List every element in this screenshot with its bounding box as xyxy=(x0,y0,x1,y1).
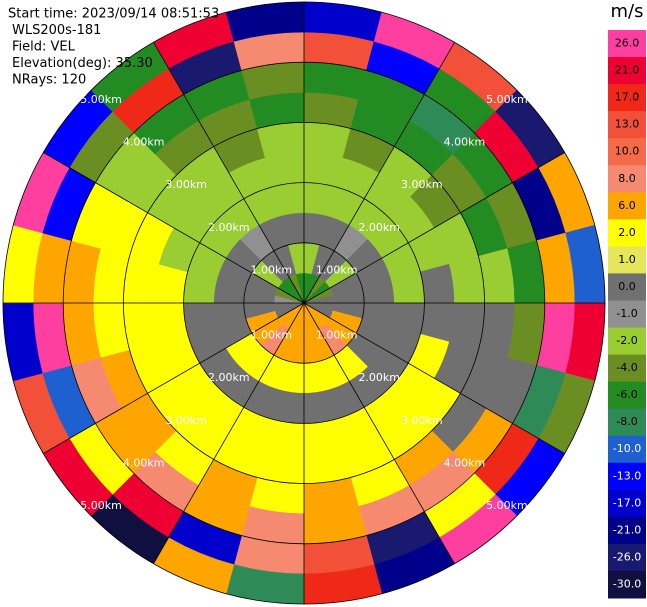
range-label: 4.00km xyxy=(123,456,165,469)
range-label: 2.00km xyxy=(208,371,250,384)
info-line: NRays: 120 xyxy=(12,73,86,88)
velocity-cell xyxy=(123,302,159,351)
colorbar-label: -1.0 xyxy=(616,307,637,320)
colorbar-block xyxy=(608,30,646,58)
velocity-cell xyxy=(449,255,485,304)
radial-line xyxy=(153,302,305,564)
colorbar-block xyxy=(608,408,646,437)
range-label: 5.00km xyxy=(486,93,528,106)
colorbar: m/s 26.0 21.0 17.0 13.0 10.0 8.0 6.0 2.0 1.0 0.0 -… xyxy=(608,1,646,599)
colorbar-label: -2.0 xyxy=(616,334,637,347)
info-block: Start time: 2023/09/14 08:51:53WLS200s-1… xyxy=(8,7,219,88)
velocity-cell xyxy=(449,302,485,351)
range-label: 5.00km xyxy=(486,499,528,512)
colorbar-label: -10.0 xyxy=(613,442,641,455)
info-line: Elevation(deg): 35.30 xyxy=(12,56,153,71)
colorbar-block xyxy=(608,246,646,274)
colorbar-block xyxy=(608,300,646,329)
colorbar-label: -17.0 xyxy=(613,496,641,509)
info-line: WLS200s-181 xyxy=(12,23,101,38)
colorbar-block xyxy=(608,111,646,139)
colorbar-block xyxy=(608,192,646,220)
colorbar-label: 26.0 xyxy=(615,37,640,50)
colorbar-label: 2.0 xyxy=(618,226,636,239)
colorbar-block xyxy=(608,543,646,572)
velocity-cell xyxy=(303,122,352,158)
colorbar-block xyxy=(608,84,646,112)
range-ring xyxy=(122,121,486,485)
range-label: 5.00km xyxy=(80,499,122,512)
range-label: 2.00km xyxy=(358,371,400,384)
colorbar-block xyxy=(608,489,646,518)
field-layer xyxy=(2,1,606,605)
radial-line xyxy=(153,42,305,304)
range-label: 5.00km xyxy=(80,93,122,106)
colorbar-label: -13.0 xyxy=(613,469,641,482)
colorbar-label: 17.0 xyxy=(615,91,640,104)
colorbar-label: 0.0 xyxy=(618,280,636,293)
velocity-cell xyxy=(256,122,305,158)
radial-line xyxy=(43,302,305,454)
colorbar-label: -26.0 xyxy=(613,550,641,563)
range-ring xyxy=(183,182,425,424)
colorbar-block xyxy=(608,435,646,464)
colorbar-title: m/s xyxy=(611,1,644,22)
colorbar-block xyxy=(608,273,646,301)
range-label: 1.00km xyxy=(251,263,293,276)
colorbar-label: -30.0 xyxy=(613,577,641,590)
colorbar-label: 6.0 xyxy=(618,199,636,212)
colorbar-label: 13.0 xyxy=(615,118,640,131)
radial-line xyxy=(303,302,455,564)
range-label: 4.00km xyxy=(444,136,486,149)
colorbar-block xyxy=(608,516,646,545)
colorbar-label: -21.0 xyxy=(613,523,641,536)
range-ring xyxy=(62,61,546,545)
velocity-cell xyxy=(303,448,352,484)
velocity-cell xyxy=(123,255,159,304)
colorbar-label: 21.0 xyxy=(615,64,640,77)
range-label: 1.00km xyxy=(316,329,358,342)
range-label: 2.00km xyxy=(208,221,250,234)
radial-line xyxy=(43,152,305,304)
colorbar-block xyxy=(608,462,646,491)
colorbar-block xyxy=(608,57,646,85)
colorbar-block xyxy=(608,138,646,166)
colorbar-label: -8.0 xyxy=(616,415,637,428)
range-label: 4.00km xyxy=(444,456,486,469)
radial-line xyxy=(303,42,455,304)
colorbar-label: 10.0 xyxy=(615,145,640,158)
colorbar-label: 8.0 xyxy=(618,172,636,185)
range-label: 3.00km xyxy=(401,178,443,191)
colorbar-block xyxy=(608,354,646,383)
overlay-layer: 1.00km 1.00km 1.00km 1.00km 2.00km 2.00km 2.00… xyxy=(2,1,606,605)
colorbar-block xyxy=(608,219,646,247)
range-label: 1.00km xyxy=(251,329,293,342)
colorbar-label: 1.0 xyxy=(618,253,636,266)
range-label: 3.00km xyxy=(165,414,207,427)
range-label: 3.00km xyxy=(165,178,207,191)
range-ring xyxy=(2,1,606,605)
range-ring xyxy=(243,242,365,364)
radial-line xyxy=(303,302,565,454)
info-line: Field: VEL xyxy=(12,40,76,55)
velocity-cell xyxy=(256,448,305,484)
range-label: 1.00km xyxy=(316,263,358,276)
range-label: 4.00km xyxy=(123,136,165,149)
colorbar-label: -4.0 xyxy=(616,361,637,374)
info-line: Start time: 2023/09/14 08:51:53 xyxy=(8,7,219,22)
radial-line xyxy=(303,152,565,304)
range-label: 3.00km xyxy=(401,414,443,427)
colorbar-block xyxy=(608,570,646,599)
colorbar-label: -6.0 xyxy=(616,388,637,401)
range-label: 2.00km xyxy=(358,221,400,234)
colorbar-block xyxy=(608,327,646,356)
colorbar-block xyxy=(608,381,646,410)
colorbar-block xyxy=(608,165,646,193)
